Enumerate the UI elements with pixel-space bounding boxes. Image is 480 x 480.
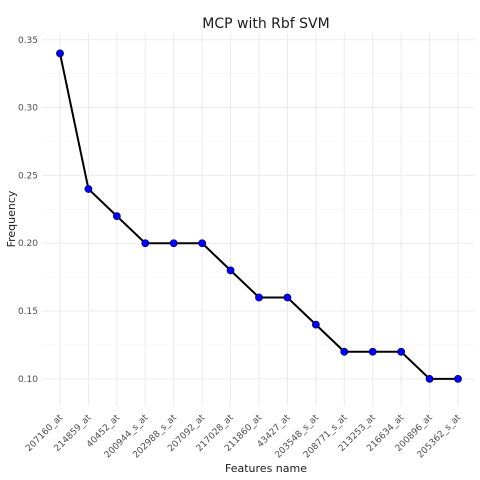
y-tick-label: 0.35 <box>18 36 38 46</box>
y-tick-label: 0.15 <box>18 307 38 317</box>
data-point <box>199 240 206 247</box>
chart-title: MCP with Rbf SVM <box>202 16 329 32</box>
x-axis-ticks: 207160_at214859_at40452_at200944_s_at202… <box>24 413 463 461</box>
y-tick-label: 0.20 <box>18 239 38 249</box>
data-point <box>56 50 63 57</box>
data-point <box>255 294 262 301</box>
data-point <box>398 348 405 355</box>
data-point <box>454 375 461 382</box>
data-point <box>426 375 433 382</box>
grid <box>42 33 474 406</box>
y-axis-label: Frequency <box>5 190 18 247</box>
data-point <box>227 267 234 274</box>
y-tick-label: 0.30 <box>18 104 38 114</box>
y-tick-label: 0.25 <box>18 171 38 181</box>
y-tick-label: 0.10 <box>18 375 38 385</box>
data-point <box>142 240 149 247</box>
x-axis-label: Features name <box>225 462 307 475</box>
data-point <box>284 294 291 301</box>
data-point <box>369 348 376 355</box>
data-point <box>341 348 348 355</box>
y-axis-ticks: 0.10 0.15 0.20 0.25 0.30 0.35 <box>18 36 38 385</box>
data-point <box>312 321 319 328</box>
data-point <box>85 185 92 192</box>
data-point <box>170 240 177 247</box>
data-point <box>113 213 120 220</box>
